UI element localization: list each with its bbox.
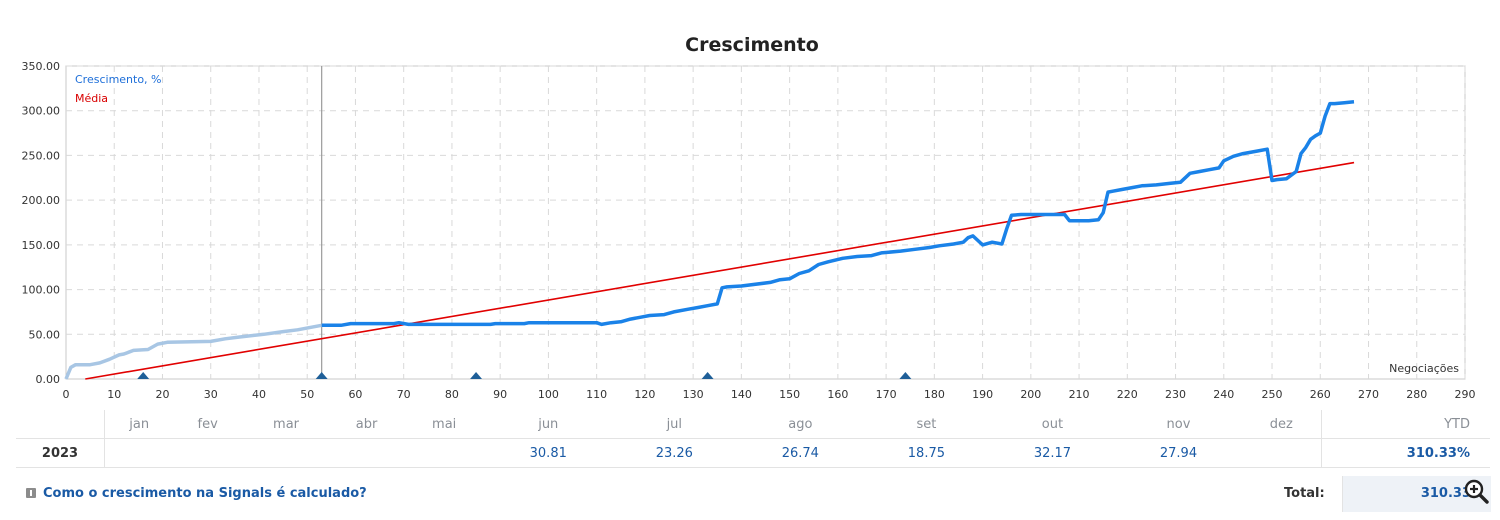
month-value-out: 32.17	[989, 438, 1116, 468]
y-tick-label: 150.00	[22, 239, 61, 252]
month-value-fev	[173, 438, 243, 468]
y-tick-label: 350.00	[22, 60, 61, 73]
month-value-set: 18.75	[863, 438, 990, 468]
year-row: 2023 30.81 23.26 26.74 18.75 32.17 27.94…	[16, 438, 1490, 468]
x-tick-label: 220	[1117, 388, 1138, 401]
x-tick-label: 70	[397, 388, 411, 401]
deposit-marker	[899, 372, 912, 379]
x-tick-label: 0	[63, 388, 70, 401]
y-tick-label: 0.00	[36, 373, 61, 386]
x-tick-label: 250	[1262, 388, 1283, 401]
deposit-marker	[701, 372, 714, 379]
x-tick-label: 150	[779, 388, 800, 401]
zoom-in-icon[interactable]	[1463, 478, 1489, 504]
growth-chart: Crescimento 0 10 20 30 40 50 60 70 80 90 100 110 120…	[22, 34, 1476, 401]
ytd-header: YTD	[1321, 410, 1490, 439]
month-value-nov: 27.94	[1115, 438, 1242, 468]
month-header-mar: mar	[242, 410, 331, 439]
x-tick-label: 260	[1310, 388, 1331, 401]
month-header-ago: ago	[737, 410, 864, 439]
x-tick-label: 90	[493, 388, 507, 401]
x-tick-label: 280	[1406, 388, 1427, 401]
month-header-jun: jun	[485, 410, 612, 439]
month-value-jul: 23.26	[611, 438, 738, 468]
plot-area	[65, 65, 1466, 380]
ytd-value: 310.33%	[1321, 438, 1490, 468]
total-value: 310.33	[1420, 486, 1471, 501]
y-tick-label: 200.00	[22, 194, 61, 207]
growth-line	[321, 100, 1355, 328]
x-tick-label: 100	[538, 388, 559, 401]
deposit-marker	[137, 372, 150, 379]
x-axis-label: Negociações	[1389, 362, 1459, 375]
x-tick-label: 180	[924, 388, 945, 401]
x-tick-label: 80	[445, 388, 459, 401]
x-tick-label: 60	[348, 388, 362, 401]
x-tick-label: 200	[1020, 388, 1041, 401]
x-tick-label: 170	[876, 388, 897, 401]
x-tick-label: 160	[827, 388, 848, 401]
x-tick-label: 50	[300, 388, 314, 401]
x-tick-label: 110	[586, 388, 607, 401]
month-header-dez: dez	[1241, 410, 1322, 439]
total-label: Total:	[1284, 486, 1325, 501]
x-tick-label: 140	[731, 388, 752, 401]
month-value-jun: 30.81	[485, 438, 612, 468]
month-header-mai: mai	[403, 410, 486, 439]
month-header-abr: abr	[330, 410, 404, 439]
x-tick-label: 40	[252, 388, 266, 401]
x-tick-label: 210	[1069, 388, 1090, 401]
months-header-row: jan fev mar abr mai jun jul ago set out …	[16, 410, 1490, 439]
x-tick-label: 10	[107, 388, 121, 401]
footer-bar: Como o crescimento na Signals é calculad…	[16, 476, 1491, 512]
x-tick-label: 120	[634, 388, 655, 401]
x-tick-label: 290	[1455, 388, 1476, 401]
x-tick-label: 130	[683, 388, 704, 401]
year-label: 2023	[16, 438, 105, 468]
month-header-jul: jul	[611, 410, 738, 439]
growth-calculation-help-link[interactable]: Como o crescimento na Signals é calculad…	[43, 486, 367, 501]
average-line	[85, 161, 1355, 380]
monthly-returns-table: jan fev mar abr mai jun jul ago set out …	[16, 410, 1490, 468]
month-value-jan	[104, 438, 174, 468]
y-tick-label: 300.00	[22, 105, 61, 118]
legend-growth: Crescimento, %	[75, 73, 162, 86]
month-header-set: set	[863, 410, 990, 439]
deposit-marker	[470, 372, 483, 379]
month-header-out: out	[989, 410, 1116, 439]
month-value-mai	[403, 438, 486, 468]
month-value-abr	[330, 438, 404, 468]
month-header-fev: fev	[173, 410, 243, 439]
x-tick-label: 30	[204, 388, 218, 401]
y-tick-label: 100.00	[22, 284, 61, 297]
x-tick-label: 270	[1358, 388, 1379, 401]
month-header-nov: nov	[1115, 410, 1242, 439]
y-tick-label: 250.00	[22, 149, 61, 162]
chart-title: Crescimento	[685, 34, 819, 56]
growth-history-line	[64, 323, 323, 380]
legend-average: Média	[75, 92, 108, 105]
x-tick-label: 20	[155, 388, 169, 401]
info-icon	[26, 488, 36, 498]
month-value-ago: 26.74	[737, 438, 864, 468]
total-box: 310.33	[1342, 476, 1491, 512]
x-tick-label: 240	[1213, 388, 1234, 401]
y-tick-label: 50.00	[29, 328, 61, 341]
month-value-dez	[1241, 438, 1322, 468]
month-value-mar	[242, 438, 331, 468]
deposit-marker	[315, 372, 328, 379]
x-tick-label: 230	[1165, 388, 1186, 401]
month-header-jan: jan	[104, 410, 174, 439]
x-tick-label: 190	[972, 388, 993, 401]
year-header-cell	[16, 410, 105, 439]
